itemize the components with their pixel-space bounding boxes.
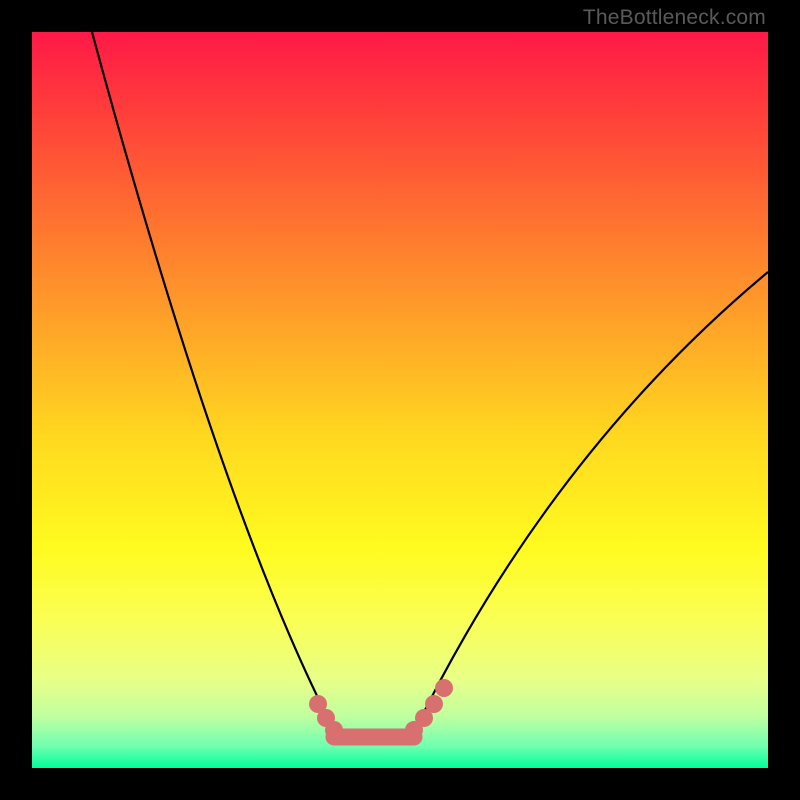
bottleneck-highlight	[309, 679, 453, 739]
plot-area	[32, 32, 768, 768]
watermark-text: TheBottleneck.com	[583, 6, 766, 30]
bottleneck-curve	[92, 32, 768, 737]
curve-layer	[32, 32, 768, 768]
chart-frame: TheBottleneck.com	[0, 0, 800, 800]
